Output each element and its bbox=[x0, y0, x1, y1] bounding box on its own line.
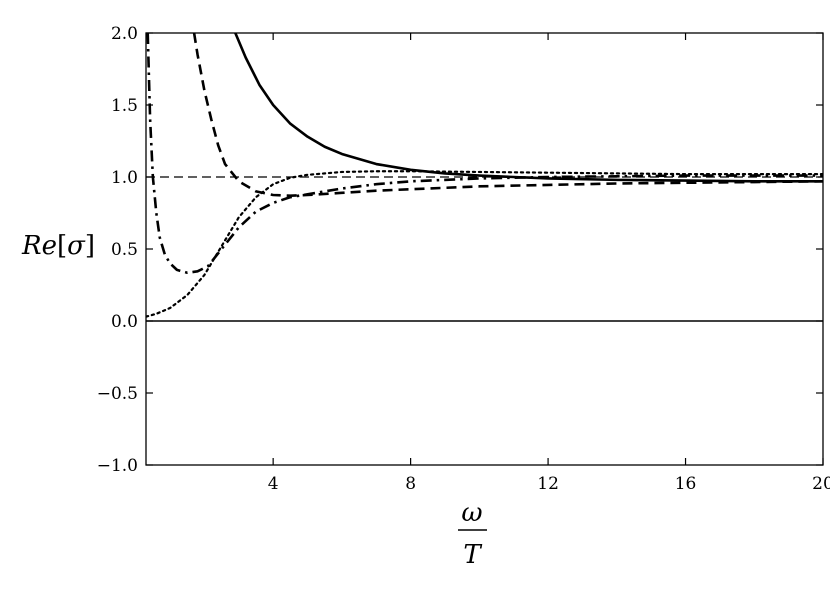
series-line-solid bbox=[234, 33, 823, 183]
series-line-dashdot bbox=[146, 33, 823, 275]
y-tick-label-6: −1.0 bbox=[97, 456, 138, 476]
x-tick-label-0: 4 bbox=[268, 474, 279, 494]
plot-frame bbox=[145, 32, 824, 466]
y-tick-label-5: −0.5 bbox=[97, 384, 138, 404]
y-axis-label-close: ] bbox=[85, 231, 95, 261]
x-tick-label-2: 12 bbox=[537, 474, 559, 494]
reference-lines bbox=[146, 176, 823, 322]
y-tick-label-3: 0.5 bbox=[111, 240, 138, 260]
y-tick-label-1: 1.5 bbox=[111, 96, 138, 116]
x-tick-label-3: 16 bbox=[675, 474, 697, 494]
series-layer bbox=[146, 33, 823, 318]
y-tick-label-0: 2.0 bbox=[111, 24, 138, 44]
x-tick-label-4: 20 bbox=[812, 474, 830, 494]
x-tick-label-1: 8 bbox=[405, 474, 416, 494]
x-axis-label-numerator: ω bbox=[461, 498, 482, 528]
ticks bbox=[146, 32, 824, 466]
x-axis-label-denominator: T bbox=[463, 540, 482, 570]
y-axis-label-main: Re bbox=[21, 231, 57, 261]
y-axis-label: Re[σ] bbox=[21, 231, 95, 261]
y-tick-label-2: 1.0 bbox=[111, 168, 138, 188]
y-tick-label-4: 0.0 bbox=[111, 312, 138, 332]
series-line-dotted bbox=[146, 170, 823, 318]
y-axis-label-open: [ bbox=[57, 231, 67, 261]
y-axis-label-symbol: σ bbox=[67, 231, 86, 261]
x-axis-label: ω T bbox=[458, 498, 487, 570]
tick-labels: 4 8 12 16 20 2.0 1.5 1.0 0.5 0.0 −0.5 −1.0 bbox=[97, 24, 830, 494]
